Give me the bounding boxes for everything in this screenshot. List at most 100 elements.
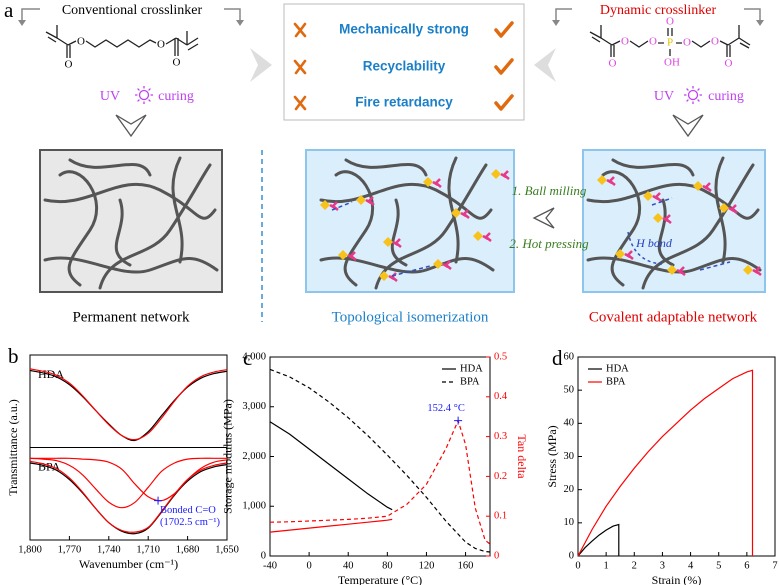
series-line: [29, 368, 228, 441]
x-tick-label: 7: [772, 560, 777, 571]
property: Mechanically strong: [339, 22, 469, 37]
y-tick-label: 60: [564, 351, 575, 362]
header-arrows: [555, 8, 761, 22]
conventional-structure: [45, 25, 199, 58]
annotation: 152.4 °C: [427, 403, 464, 414]
atom: O: [157, 39, 165, 51]
y-tick-label: 4,000: [242, 351, 266, 362]
x-tick-label: 2: [632, 560, 637, 571]
series-line: [29, 462, 228, 535]
atom: O: [683, 37, 691, 49]
step-label: 2. Hot pressing: [509, 236, 589, 251]
path: [43, 256, 219, 274]
path: [98, 163, 212, 290]
x-tick-label: 3: [660, 560, 665, 571]
atom: O: [609, 58, 617, 70]
series-line: [577, 523, 620, 557]
annotation-marker: [154, 496, 163, 505]
series-line: [269, 368, 491, 553]
h-bond-label: H bond: [635, 236, 673, 250]
uv-label: UV: [654, 89, 674, 104]
path: [293, 95, 307, 111]
check-marks: [494, 21, 514, 111]
annotation: Bonded C=O: [160, 505, 216, 516]
h-bond-arc: [627, 231, 663, 265]
x-tick-label: 120: [419, 560, 435, 571]
property: Fire retardancy: [355, 95, 453, 110]
curing-label: curing: [708, 89, 744, 104]
atom: OH: [664, 57, 680, 69]
down-arrow: [672, 114, 704, 138]
x-tick-label: 6: [744, 560, 749, 571]
panel-label: a: [4, 0, 14, 22]
network-label: Covalent adaptable network: [589, 309, 758, 325]
arrowhead: [18, 20, 26, 26]
legend-label: BPA: [606, 376, 626, 387]
y-axis-label: Stress (MPa): [545, 425, 559, 487]
chart: b 1,800 1,770 1,740 1,710 1,680 1,650 Wavenumbe…: [6, 344, 239, 571]
network-label: Permanent network: [72, 309, 190, 325]
atom: O: [65, 59, 73, 71]
y-tick-label: 1,000: [242, 501, 266, 512]
y2-tick-label: 0.5: [494, 351, 507, 362]
step-label: 1. Ball milling: [512, 183, 587, 198]
left-arrow: [532, 207, 555, 229]
legend-label: HDA: [460, 363, 483, 374]
atom: O: [77, 36, 85, 48]
arrowhead: [756, 20, 764, 26]
x-tick-label: 1,770: [58, 544, 82, 555]
path: [68, 158, 152, 177]
path: [58, 170, 98, 287]
path: [43, 182, 217, 220]
series-line: [269, 518, 393, 533]
property: Recyclability: [363, 59, 446, 74]
path: [293, 59, 307, 75]
down-arrow: [115, 114, 147, 138]
big-arrow: [250, 48, 272, 82]
path: [293, 22, 307, 38]
property-box: [283, 3, 525, 121]
panel-label: d: [552, 346, 563, 370]
path: [494, 58, 514, 75]
x-tick-label: 0: [575, 560, 580, 571]
x-tick-label: 1,710: [136, 544, 160, 555]
panel-a: a Conventional crosslinker Dynamic cross…: [4, 0, 766, 325]
path: [171, 156, 184, 264]
chart: d 0 1 2 3 4 5 6 7 Strain (%) 0 10 20 30 40 50 60 Stress (…: [545, 346, 778, 585]
x-tick-label: 80: [382, 560, 393, 571]
h-bond-line: [651, 197, 731, 271]
y-tick-label: 10: [564, 517, 575, 528]
legend-label: BPA: [460, 376, 480, 387]
dynamic-structure: [589, 25, 751, 57]
x-tick-label: 40: [343, 560, 354, 571]
path: [589, 25, 751, 57]
atom: O: [725, 58, 733, 70]
atom: O: [666, 16, 674, 28]
y2-tick-label: 0.4: [494, 391, 508, 402]
right-title: Dynamic crosslinker: [600, 3, 717, 18]
uv-icon: [134, 85, 154, 105]
series-line: [577, 369, 754, 557]
path: [494, 94, 514, 111]
series-line: [30, 457, 228, 502]
y-axis-label: Transmittance (a.u.): [6, 399, 20, 496]
x-tick-label: -40: [263, 560, 277, 571]
uv-label: UV: [100, 89, 120, 104]
y2-axis-label: Tan delta: [515, 434, 529, 479]
x-tick-label: 4: [688, 560, 694, 571]
legend-label: HDA: [606, 363, 629, 374]
x-tick-label: 1,800: [18, 544, 42, 555]
arrowhead: [236, 20, 244, 26]
y2-tick-label: 0.3: [494, 431, 507, 442]
panel-label: c: [243, 346, 252, 370]
big-arrow: [534, 48, 556, 82]
path: [114, 198, 132, 267]
y2-tick-label: 0: [494, 550, 499, 561]
x-tick-label: 1,650: [215, 544, 239, 555]
y-tick-label: 0: [261, 550, 266, 561]
y-tick-label: 30: [564, 451, 575, 462]
x-axis-label: Strain (%): [652, 573, 702, 585]
atom: O: [173, 57, 181, 69]
series-line: [29, 457, 227, 509]
